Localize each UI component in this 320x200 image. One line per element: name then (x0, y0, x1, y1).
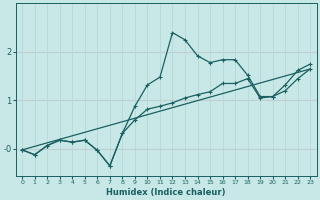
X-axis label: Humidex (Indice chaleur): Humidex (Indice chaleur) (107, 188, 226, 197)
